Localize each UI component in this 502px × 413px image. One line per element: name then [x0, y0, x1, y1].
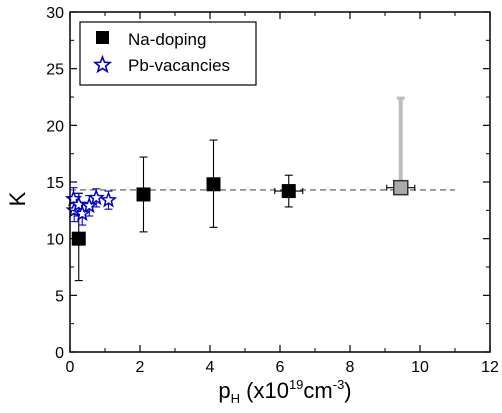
x-tick-label: 0: [66, 359, 75, 376]
data-point-pb-vacancies: [70, 195, 88, 213]
y-tick-label: 20: [46, 118, 64, 135]
legend-marker-pb-vacancies: [92, 54, 113, 74]
axis-ticks: [69, 11, 491, 353]
x-axis-title-main: p: [218, 378, 230, 403]
y-tick-label: 5: [55, 288, 64, 305]
x-tick-label: 12: [481, 359, 499, 376]
tick-labels: 0 2 4 6 8 10 12 0 5 10 15 20 25 30: [46, 5, 499, 376]
data-point-na-doping: [281, 184, 296, 199]
legend-marker-na-doping: [96, 31, 109, 44]
data-point-na-doping: [206, 177, 221, 192]
data-markers: [64, 177, 409, 246]
legend-label-na-doping: Na-doping: [128, 30, 206, 49]
x-tick-label: 6: [276, 359, 285, 376]
x-tick-label: 2: [136, 359, 145, 376]
data-point-pb-vacancies: [73, 204, 91, 222]
data-point-na-doping: [71, 231, 86, 246]
data-point-pb-vacancies: [80, 196, 98, 214]
x-tick-label: 10: [411, 359, 429, 376]
x-tick-label: 8: [346, 359, 355, 376]
x-axis-title-prefix: (x10: [240, 378, 289, 403]
data-point-gray: [393, 179, 409, 196]
x-axis-title-superscript2: -3: [333, 377, 345, 392]
x-axis-title-middle: cm: [303, 378, 332, 403]
data-point-na-doping: [136, 187, 151, 202]
legend: Na-doping Pb-vacancies: [79, 21, 257, 86]
y-tick-label: 0: [55, 345, 64, 362]
y-tick-label: 25: [46, 62, 64, 79]
x-axis-title-suffix: ): [344, 378, 351, 403]
x-axis-title-superscript1: 19: [289, 377, 303, 392]
y-tick-label: 30: [46, 5, 64, 22]
data-point-pb-vacancies: [87, 188, 105, 206]
y-tick-label: 10: [46, 232, 64, 249]
y-axis-title: K: [5, 191, 30, 206]
x-axis-title: pH (x1019cm-3): [218, 377, 351, 406]
x-tick-label: 4: [206, 359, 215, 376]
x-axis-title-subscript: H: [231, 391, 240, 406]
legend-box: [79, 21, 257, 86]
data-point-pb-vacancies: [99, 191, 118, 208]
legend-label-pb-vacancies: Pb-vacancies: [128, 56, 230, 75]
y-tick-label: 15: [46, 175, 64, 192]
